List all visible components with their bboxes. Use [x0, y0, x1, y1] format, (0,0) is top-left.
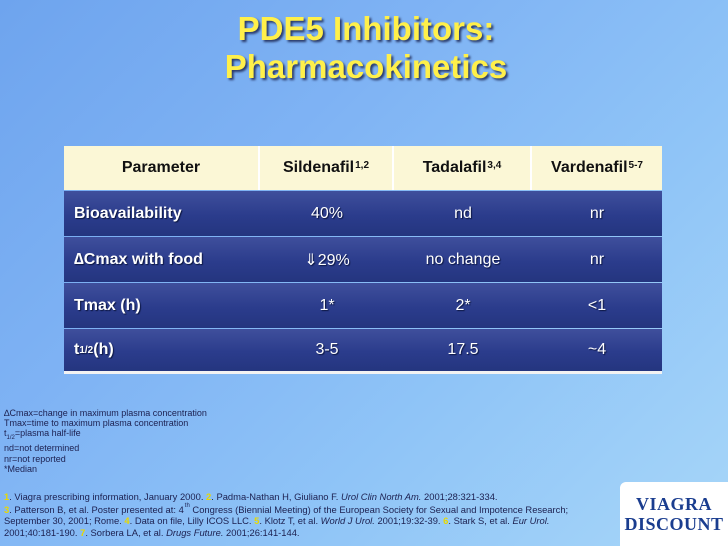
table-row: Bioavailability 40% nd nr	[64, 191, 662, 236]
note-line: t1/2=plasma half-life	[4, 428, 81, 442]
row-vardenafil: <1	[587, 296, 607, 314]
row-sildenafil: 1*	[319, 296, 335, 314]
viagra-discount-logo[interactable]: VIAGRA DISCOUNT	[620, 482, 728, 546]
row-vardenafil: nr	[589, 250, 605, 268]
logo-line-1: VIAGRA	[635, 494, 712, 514]
title-line-1: PDE5 Inhibitors:	[237, 10, 495, 47]
note-line: nd=not determined	[4, 443, 80, 454]
header-parameter: Parameter	[64, 146, 260, 190]
table-row: ∆Cmax with food ⇓29% no change nr	[64, 237, 662, 282]
note-line: nr=not reported	[4, 453, 66, 464]
row-sildenafil: 40%	[310, 204, 344, 222]
row-tadalafil: 17.5	[447, 341, 479, 358]
row-tadalafil: nd	[454, 204, 472, 222]
slide-title: PDE5 Inhibitors: Pharmacokinetics	[0, 10, 728, 86]
row-parameter: Bioavailability	[74, 204, 182, 222]
table-header-row: Parameter Sildenafil 1,2 Tadalafil 3,4 Var…	[64, 146, 662, 190]
row-parameter: ∆Cmax with food	[74, 250, 203, 268]
references: 1. Viagra prescribing information, Janua…	[4, 491, 569, 538]
header-sildenafil: Sildenafil 1,2	[260, 146, 394, 190]
note-line: Tmax=time to maximum plasma concentratio…	[4, 418, 189, 429]
table-row: t 1/2 (h) 3-5 17.5 ~4	[64, 329, 662, 374]
note-line: ∆Cmax=change in maximum plasma concentra…	[4, 408, 207, 418]
row-parameter: Tmax (h)	[74, 296, 141, 314]
row-sildenafil: ⇓29%	[304, 251, 350, 269]
row-sildenafil: 3-5	[315, 341, 339, 358]
header-vardenafil: Vardenafil 5-7	[551, 159, 643, 176]
row-parameter: t 1/2 (h)	[74, 341, 114, 358]
logo-line-2: DISCOUNT	[624, 514, 724, 534]
abbreviation-notes: ∆Cmax=change in maximum plasma concentra…	[4, 408, 424, 474]
row-vardenafil: ~4	[587, 341, 607, 358]
note-line: *Median	[4, 463, 38, 474]
row-vardenafil: nr	[589, 204, 605, 222]
row-tadalafil: 2*	[455, 296, 471, 314]
header-tadalafil: Tadalafil 3,4	[394, 146, 532, 190]
row-tadalafil: no change	[425, 250, 501, 268]
pharmacokinetics-table: Parameter Sildenafil 1,2 Tadalafil 3,4 Var…	[64, 146, 662, 375]
title-line-2: Pharmacokinetics	[224, 48, 508, 85]
table-row: Tmax (h) 1* 2* <1	[64, 283, 662, 328]
